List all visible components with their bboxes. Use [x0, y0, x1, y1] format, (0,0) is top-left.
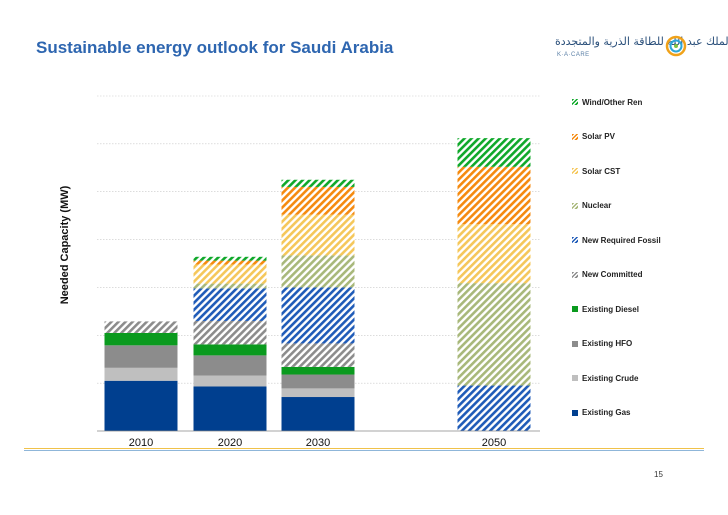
x-tick-label-2030: 2030 — [306, 437, 330, 449]
bar-segment-solar-pv-2020 — [193, 260, 267, 265]
legend-label: Solar PV — [582, 132, 615, 141]
legend-swatch — [572, 409, 578, 416]
bar-segment-existing-gas-2010 — [104, 380, 178, 431]
bar-segment-new-required-fossil-2030 — [281, 287, 355, 344]
bar-segment-existing-gas-2030 — [281, 397, 355, 431]
x-axis-labels: 2010 2020 2030 2050 — [129, 437, 506, 449]
y-axis-label: Needed Capacity (MW) — [59, 185, 71, 304]
page-number: 15 — [654, 470, 663, 479]
x-tick-label-2020: 2020 — [218, 437, 242, 449]
legend-label: Solar CST — [582, 166, 621, 176]
bar-segment-new-committed-2020 — [193, 320, 267, 345]
bar-segment-nuclear-2020 — [193, 283, 267, 289]
bar-segment-existing-crude-2020 — [193, 375, 267, 387]
legend-item-existing-diesel: Existing Diesel — [572, 303, 639, 315]
legend-item-existing-crude: Existing Crude — [572, 372, 638, 384]
bar-stack-2050 — [457, 138, 531, 431]
legend-swatch — [572, 271, 578, 278]
legend-item-solar-pv: Solar PV — [572, 131, 615, 143]
bar-segment-wind-other-ren-2030 — [281, 179, 355, 187]
bar-segment-existing-hfo-2030 — [281, 374, 355, 389]
bar-segment-new-committed-2010 — [104, 321, 178, 333]
legend-swatch — [572, 375, 578, 381]
legend-swatch — [572, 133, 578, 140]
legend-item-new-required-fossil: New Required Fossil — [572, 234, 661, 246]
bar-segment-new-committed-2030 — [281, 343, 355, 367]
legend-label: Existing Gas — [582, 408, 631, 417]
legend-item-existing-gas: Existing Gas — [572, 407, 630, 419]
bar-segment-existing-diesel-2020 — [193, 344, 267, 356]
legend-label: New Required Fossil — [582, 235, 661, 245]
bar-stack-2020 — [193, 256, 267, 431]
bar-stack-2030 — [281, 179, 355, 431]
legend-swatch — [572, 237, 578, 243]
legend-item-new-committed: New Committed — [572, 269, 642, 281]
legend-label: Existing Crude — [582, 373, 639, 383]
legend-label: New Committed — [582, 270, 643, 279]
bar-segment-existing-diesel-2030 — [281, 366, 355, 375]
bar-segment-nuclear-2050 — [457, 283, 531, 386]
bar-segment-solar-cst-2020 — [193, 264, 267, 284]
legend-label: Nuclear — [582, 201, 612, 210]
logo-emblem-icon — [665, 35, 687, 57]
bar-stack-2010 — [104, 321, 178, 431]
bar-segment-existing-crude-2010 — [104, 367, 178, 381]
x-tick-label-2010: 2010 — [129, 437, 153, 449]
bar-segment-wind-other-ren-2020 — [193, 256, 267, 261]
legend-label: Existing HFO — [582, 339, 633, 348]
bar-segment-nuclear-2030 — [281, 255, 355, 288]
bar-segment-solar-cst-2030 — [281, 214, 355, 256]
bar-segment-existing-gas-2020 — [193, 386, 267, 431]
legend-label: Wind/Other Ren — [582, 97, 643, 107]
chart-bars — [104, 138, 531, 431]
bar-segment-solar-cst-2050 — [457, 224, 531, 284]
footer-divider — [24, 448, 704, 451]
legend-swatch — [572, 306, 578, 312]
bar-segment-solar-pv-2050 — [457, 166, 531, 225]
legend-item-wind-other-ren: Wind/Other Ren — [572, 96, 642, 108]
logo-english-text: K·A·CARE — [557, 52, 590, 58]
bar-segment-wind-other-ren-2050 — [457, 138, 531, 167]
bar-segment-new-required-fossil-2050 — [457, 385, 531, 431]
bar-segment-existing-diesel-2010 — [104, 332, 178, 346]
legend-swatch — [572, 168, 578, 174]
legend-item-nuclear: Nuclear — [572, 200, 611, 212]
legend-swatch — [572, 202, 578, 209]
bar-segment-solar-pv-2030 — [281, 186, 355, 215]
bar-segment-existing-hfo-2010 — [104, 345, 178, 368]
kacare-logo: مدينة الملك عبد الله للطاقة الذرية والمت… — [555, 33, 728, 67]
legend-swatch — [572, 99, 578, 105]
legend-swatch — [572, 340, 578, 347]
legend-label: Existing Diesel — [582, 304, 639, 314]
x-tick-label-2050: 2050 — [482, 437, 506, 449]
bar-segment-existing-hfo-2020 — [193, 355, 267, 376]
bar-segment-existing-crude-2030 — [281, 388, 355, 398]
bar-segment-new-required-fossil-2020 — [193, 288, 267, 321]
legend-item-existing-hfo: Existing HFO — [572, 338, 632, 350]
legend-item-solar-cst: Solar CST — [572, 165, 620, 177]
page-title: Sustainable energy outlook for Saudi Ara… — [36, 38, 394, 57]
